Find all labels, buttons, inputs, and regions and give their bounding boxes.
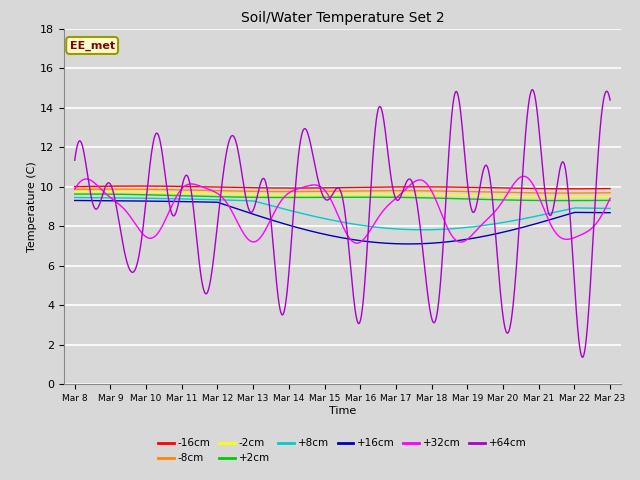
+32cm <box>520 173 527 179</box>
+32cm <box>591 222 598 228</box>
-2cm <box>561 194 569 200</box>
Line: -8cm: -8cm <box>75 189 610 193</box>
+64cm <box>331 187 339 193</box>
-2cm <box>493 193 500 199</box>
-16cm <box>591 186 598 192</box>
Title: Soil/Water Temperature Set 2: Soil/Water Temperature Set 2 <box>241 11 444 25</box>
Line: +16cm: +16cm <box>75 201 610 244</box>
-2cm <box>591 194 598 200</box>
+32cm <box>98 187 106 193</box>
+64cm <box>606 97 614 103</box>
+2cm <box>80 191 88 197</box>
+64cm <box>591 200 599 205</box>
+2cm <box>99 191 106 197</box>
Line: +2cm: +2cm <box>75 194 610 201</box>
+16cm <box>591 210 598 216</box>
Line: +64cm: +64cm <box>75 90 610 357</box>
-8cm <box>98 186 106 192</box>
+2cm <box>561 198 568 204</box>
-8cm <box>493 189 500 195</box>
-16cm <box>134 183 141 189</box>
Line: -2cm: -2cm <box>75 192 610 197</box>
+8cm <box>493 221 500 227</box>
Legend: -16cm, -8cm, -2cm, +2cm, +8cm, +16cm, +32cm, +64cm: -16cm, -8cm, -2cm, +2cm, +8cm, +16cm, +3… <box>154 434 531 468</box>
-2cm <box>591 194 599 200</box>
+32cm <box>331 205 339 211</box>
+2cm <box>591 198 598 204</box>
+64cm <box>492 240 500 246</box>
+8cm <box>419 227 426 233</box>
+2cm <box>591 198 599 204</box>
X-axis label: Time: Time <box>329 406 356 416</box>
+64cm <box>591 204 598 210</box>
-8cm <box>71 187 79 192</box>
Line: +32cm: +32cm <box>75 176 610 243</box>
+8cm <box>71 195 79 201</box>
+8cm <box>331 218 339 224</box>
+16cm <box>331 234 339 240</box>
-2cm <box>317 192 325 197</box>
-16cm <box>71 184 79 190</box>
+32cm <box>606 195 614 201</box>
+64cm <box>579 354 586 360</box>
+64cm <box>529 87 536 93</box>
+2cm <box>71 191 79 197</box>
Text: EE_met: EE_met <box>70 40 115 50</box>
-16cm <box>493 185 500 191</box>
+32cm <box>71 186 79 192</box>
-2cm <box>332 192 339 197</box>
-16cm <box>606 186 614 192</box>
+16cm <box>606 210 614 216</box>
+8cm <box>591 205 598 211</box>
+64cm <box>317 187 324 193</box>
-2cm <box>71 189 79 195</box>
+8cm <box>317 215 324 221</box>
Line: +8cm: +8cm <box>75 198 610 230</box>
+8cm <box>591 205 598 211</box>
+8cm <box>98 195 106 201</box>
-2cm <box>97 189 104 194</box>
-16cm <box>98 183 106 189</box>
-16cm <box>332 185 339 191</box>
-2cm <box>606 194 614 200</box>
-8cm <box>113 186 121 192</box>
Line: -16cm: -16cm <box>75 186 610 189</box>
+64cm <box>98 194 106 200</box>
+16cm <box>317 230 324 236</box>
-16cm <box>317 185 325 191</box>
-8cm <box>317 189 325 194</box>
-8cm <box>563 190 570 196</box>
+2cm <box>332 194 339 200</box>
+32cm <box>493 207 500 213</box>
-8cm <box>591 190 598 196</box>
+2cm <box>606 197 614 203</box>
+2cm <box>317 194 325 200</box>
+32cm <box>591 222 599 228</box>
+16cm <box>98 198 106 204</box>
+2cm <box>493 197 500 203</box>
+16cm <box>405 241 413 247</box>
+64cm <box>71 157 79 163</box>
-16cm <box>591 186 599 192</box>
Y-axis label: Temperature (C): Temperature (C) <box>28 161 37 252</box>
+32cm <box>317 184 324 190</box>
+16cm <box>591 210 598 216</box>
-8cm <box>591 190 599 196</box>
+32cm <box>353 240 361 246</box>
+8cm <box>606 205 614 211</box>
+16cm <box>493 231 500 237</box>
-2cm <box>99 189 106 194</box>
-8cm <box>332 188 339 194</box>
-8cm <box>606 190 614 196</box>
+16cm <box>71 198 79 204</box>
-16cm <box>568 186 576 192</box>
